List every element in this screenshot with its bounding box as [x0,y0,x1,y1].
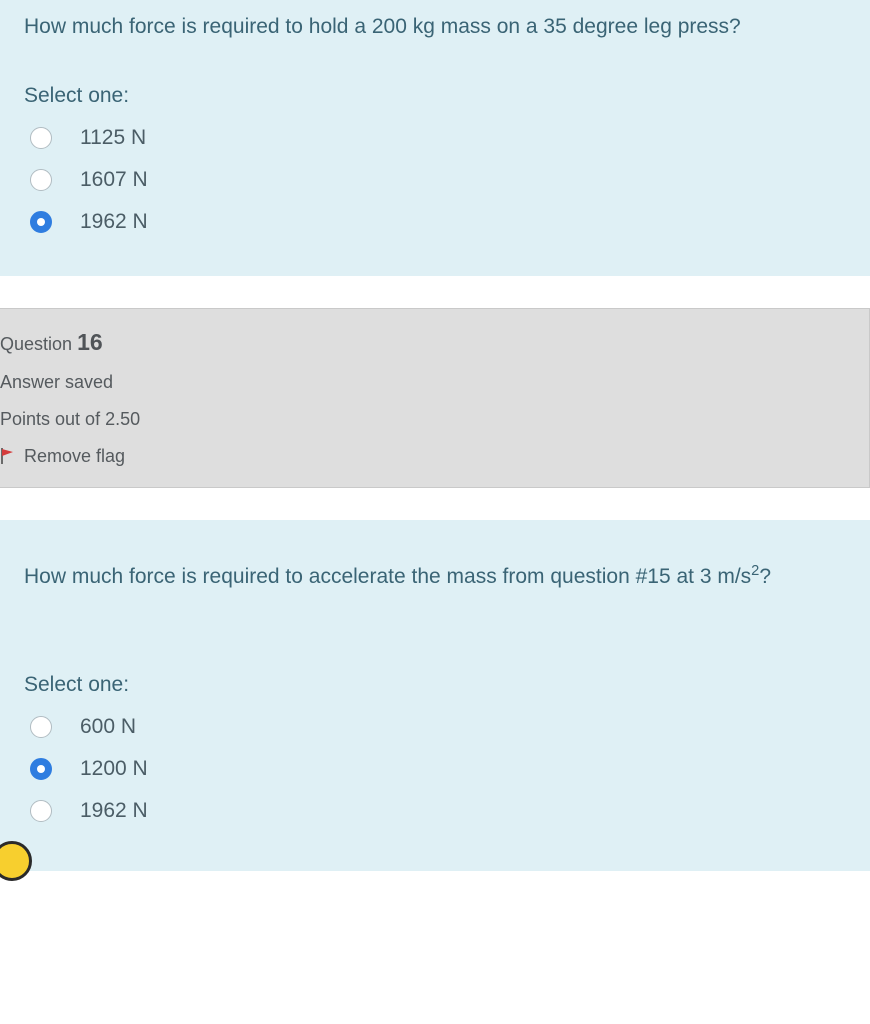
radio-button[interactable] [30,127,52,149]
option-label: 1962 N [80,799,148,823]
spacer [24,633,846,673]
option-label: 1125 N [80,126,146,150]
question-number: 16 [77,329,103,355]
answer-status: Answer saved [0,372,857,393]
question-word: Question [0,334,72,354]
option-row[interactable]: 1962 N [24,210,846,234]
option-label: 600 N [80,715,136,739]
select-one-label: Select one: [24,673,846,697]
question-number-line: Question 16 [0,329,857,356]
question-16-text-post: ? [759,565,771,588]
flag-icon [0,447,16,465]
radio-button[interactable] [30,716,52,738]
option-row[interactable]: 1125 N [24,126,846,150]
question-15-panel: How much force is required to hold a 200… [0,0,870,276]
option-row[interactable]: 1200 N [24,757,846,781]
remove-flag-link[interactable]: Remove flag [0,446,857,467]
question-16-header: Question 16 Answer saved Points out of 2… [0,308,870,488]
option-row[interactable]: 1607 N [24,168,846,192]
option-label: 1607 N [80,168,148,192]
remove-flag-label: Remove flag [24,446,125,467]
option-row[interactable]: 600 N [24,715,846,739]
question-16-panel: How much force is required to accelerate… [0,520,870,872]
radio-button-selected[interactable] [30,211,52,233]
points-line: Points out of 2.50 [0,409,857,430]
question-16-text-pre: How much force is required to accelerate… [24,565,751,588]
page: How much force is required to hold a 200… [0,0,870,871]
radio-button[interactable] [30,169,52,191]
option-label: 1962 N [80,210,148,234]
badge-icon [0,841,32,881]
option-row[interactable]: 1962 N [24,799,846,823]
radio-button-selected[interactable] [30,758,52,780]
select-one-label: Select one: [24,84,846,108]
radio-button[interactable] [30,800,52,822]
option-label: 1200 N [80,757,148,781]
question-16-text: How much force is required to accelerate… [24,560,846,594]
question-15-text: How much force is required to hold a 200… [24,10,846,44]
